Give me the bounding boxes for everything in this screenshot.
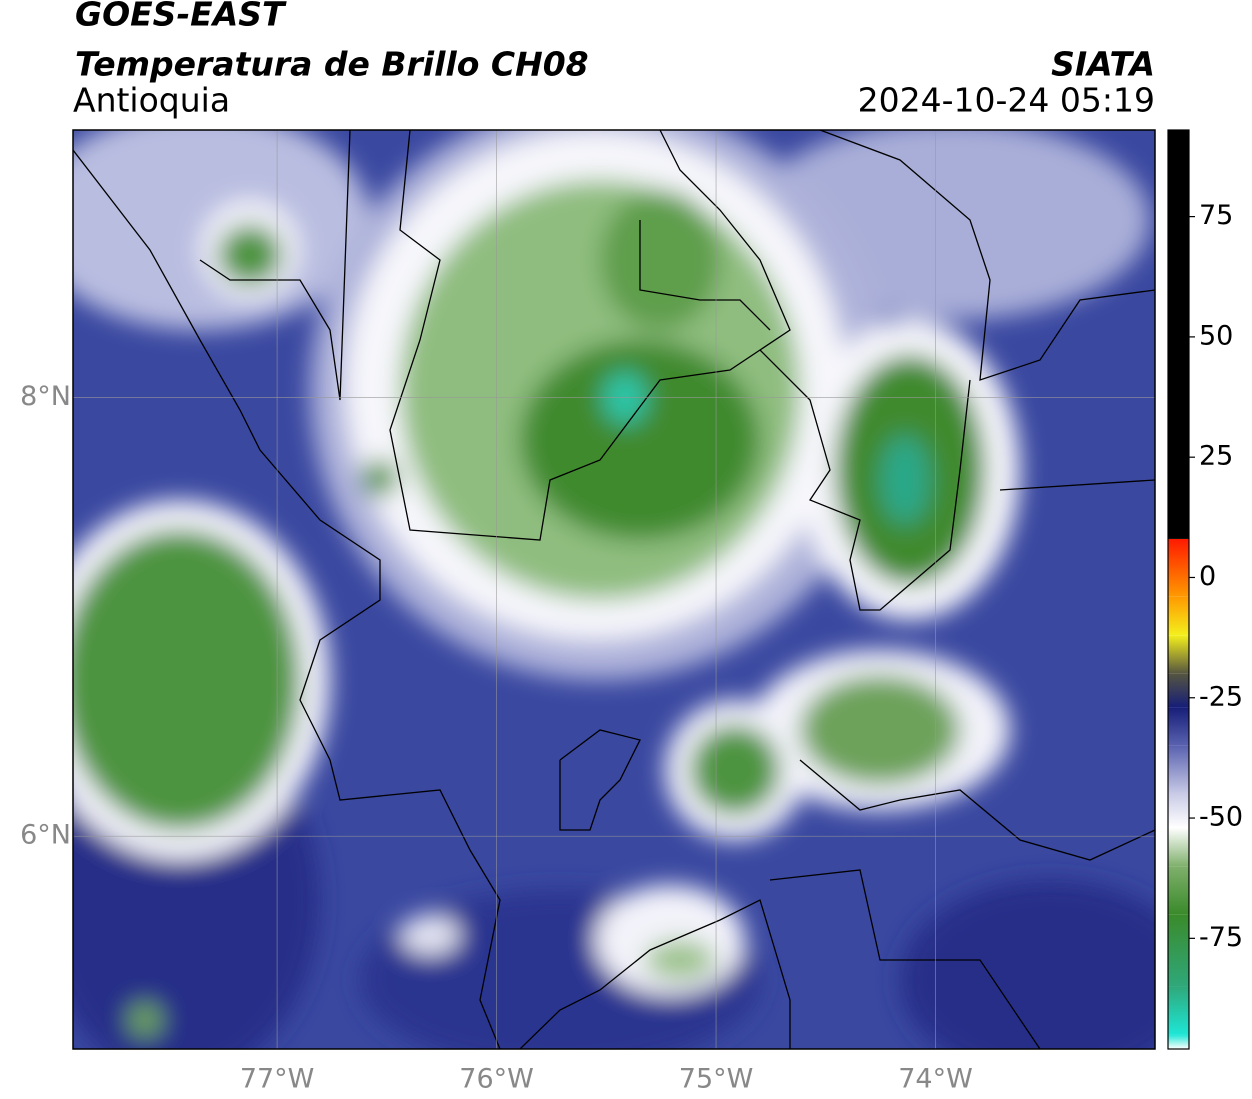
borders: [73, 130, 1155, 1049]
y-tick-label: 8°N: [20, 381, 71, 412]
colorbar-tick-label: 50: [1199, 320, 1233, 351]
x-tick-label: 74°W: [898, 1064, 973, 1095]
title: GOES-EAST: [75, 0, 287, 34]
region: Antioquia: [73, 81, 230, 120]
map-frame: [72, 129, 1156, 1050]
timestamp: 2024-10-24 05:19: [858, 81, 1155, 120]
x-tick-label: 76°W: [459, 1064, 534, 1095]
colorbar-frame: [1167, 129, 1190, 1050]
colorbar-tick-label: -75: [1199, 922, 1243, 953]
colorbar-segment: [1168, 130, 1189, 539]
grid: [73, 130, 1155, 1049]
colorbar-segment: [1168, 827, 1189, 867]
x-tick-label: 75°W: [679, 1064, 754, 1095]
colorbar-tick-label: 0: [1199, 561, 1216, 592]
colorbar-segment: [1168, 635, 1189, 674]
colorbar-segment: [1168, 793, 1189, 828]
colorbar-tick-label: -25: [1199, 681, 1243, 712]
cloud-field: [73, 130, 1155, 1049]
colorbar-tick-label: 75: [1199, 200, 1233, 231]
colorbar-segment: [1168, 1034, 1189, 1049]
colorbar-segment: [1168, 986, 1189, 1035]
subtitle: Temperatura de Brillo CH08: [75, 45, 589, 84]
colorbar-segment: [1168, 914, 1189, 987]
satellite-image: [73, 130, 1155, 1049]
y-tick-label: 6°N: [20, 820, 71, 851]
colorbar-tick-label: 25: [1199, 441, 1233, 472]
colorbar-segment: [1168, 538, 1189, 597]
source: SIATA: [1051, 45, 1155, 84]
colorbar: [1168, 130, 1189, 1049]
x-tick-label: 77°W: [240, 1064, 315, 1095]
colorbar-segment: [1168, 596, 1189, 636]
colorbar-segment: [1168, 707, 1189, 746]
colorbar-segment: [1168, 745, 1189, 794]
colorbar-tick-label: -50: [1199, 802, 1243, 833]
colorbar-segment: [1168, 673, 1189, 708]
colorbar-segment: [1168, 866, 1189, 915]
